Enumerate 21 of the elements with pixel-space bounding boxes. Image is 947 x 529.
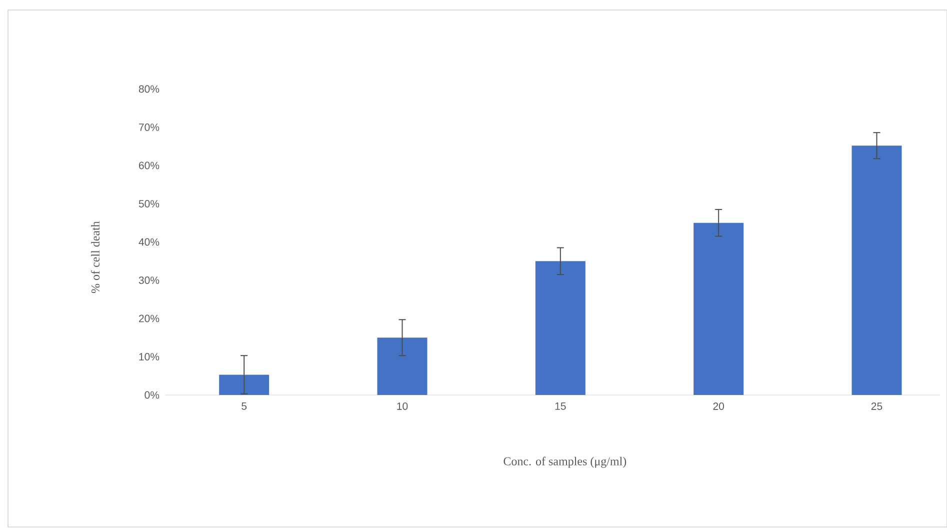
y-tick-label: 0% bbox=[144, 391, 160, 399]
bar bbox=[535, 261, 586, 395]
y-tick-label: 80% bbox=[138, 85, 160, 93]
x-tick-label: 5 bbox=[242, 402, 247, 410]
x-tick-label: 15 bbox=[555, 402, 566, 410]
x-tick-label: 10 bbox=[397, 402, 408, 410]
y-tick-label: 20% bbox=[139, 314, 160, 322]
y-tick-label: 70% bbox=[139, 124, 160, 131]
x-tick-label: 25 bbox=[871, 402, 882, 410]
y-axis-title: % of cell death bbox=[90, 221, 100, 294]
bar bbox=[852, 146, 902, 395]
y-tick-label: 40% bbox=[138, 238, 160, 246]
x-tick-label: 20 bbox=[713, 402, 724, 410]
bar bbox=[377, 338, 428, 395]
y-tick-label: 30% bbox=[138, 276, 160, 284]
bar bbox=[219, 374, 270, 395]
x-axis-title: Conc. of samples (μg/ml) bbox=[504, 456, 626, 468]
y-tick-label: 60% bbox=[139, 162, 160, 170]
y-tick-label: 50% bbox=[138, 200, 160, 208]
y-tick-label: 10% bbox=[139, 353, 160, 360]
bar bbox=[694, 222, 744, 395]
